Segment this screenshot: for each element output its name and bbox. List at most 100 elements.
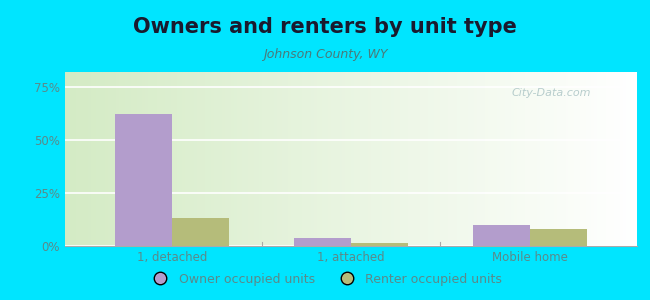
Bar — [325, 72, 328, 246]
Bar — [594, 72, 597, 246]
Bar — [525, 72, 528, 246]
Bar — [268, 72, 271, 246]
Bar — [116, 72, 120, 246]
Bar — [528, 72, 531, 246]
Bar — [425, 72, 428, 246]
Bar — [188, 72, 191, 246]
Bar — [122, 72, 125, 246]
Bar — [563, 72, 566, 246]
Bar — [211, 72, 214, 246]
Bar — [339, 72, 343, 246]
Bar — [280, 72, 282, 246]
Bar — [257, 72, 259, 246]
Bar — [300, 72, 302, 246]
Bar — [377, 72, 380, 246]
Bar — [114, 72, 116, 246]
Bar — [231, 72, 234, 246]
Bar — [629, 72, 631, 246]
Bar — [623, 72, 625, 246]
Bar — [491, 72, 494, 246]
Bar — [414, 72, 417, 246]
Bar — [277, 72, 280, 246]
Bar — [534, 72, 537, 246]
Bar — [179, 72, 182, 246]
Bar — [308, 72, 311, 246]
Bar — [608, 72, 611, 246]
Bar — [617, 72, 620, 246]
Bar — [222, 72, 225, 246]
Bar — [454, 72, 457, 246]
Bar — [351, 72, 354, 246]
Bar — [511, 72, 514, 246]
Bar — [486, 72, 488, 246]
Bar — [443, 72, 445, 246]
Bar — [545, 72, 549, 246]
Bar — [549, 72, 551, 246]
Bar — [574, 72, 577, 246]
Bar — [139, 72, 142, 246]
Bar — [411, 72, 414, 246]
Bar — [245, 72, 248, 246]
Bar — [237, 72, 239, 246]
Bar — [96, 72, 99, 246]
Bar — [351, 243, 408, 246]
Bar — [71, 72, 73, 246]
Bar — [79, 72, 82, 246]
Bar — [488, 72, 491, 246]
Bar — [497, 72, 500, 246]
Bar — [600, 72, 603, 246]
Bar — [115, 114, 172, 246]
Bar — [606, 72, 608, 246]
Bar — [320, 72, 322, 246]
Bar — [271, 72, 274, 246]
Bar — [439, 72, 443, 246]
Bar — [500, 72, 502, 246]
Bar — [162, 72, 165, 246]
Bar — [568, 72, 571, 246]
Bar — [65, 72, 68, 246]
Bar — [191, 72, 194, 246]
Bar — [157, 72, 159, 246]
Bar — [365, 72, 368, 246]
Bar — [142, 72, 145, 246]
Bar — [551, 72, 554, 246]
Bar — [368, 72, 371, 246]
Text: City-Data.com: City-Data.com — [511, 88, 591, 98]
Bar — [474, 72, 477, 246]
Text: Owners and renters by unit type: Owners and renters by unit type — [133, 17, 517, 37]
Bar — [128, 72, 131, 246]
Bar — [388, 72, 391, 246]
Bar — [105, 72, 108, 246]
Bar — [566, 72, 568, 246]
Bar — [234, 72, 237, 246]
Bar — [582, 72, 586, 246]
Bar — [125, 72, 128, 246]
Bar — [588, 72, 592, 246]
Bar — [68, 72, 71, 246]
Bar — [296, 72, 300, 246]
Bar — [145, 72, 148, 246]
Bar — [543, 72, 545, 246]
Bar — [88, 72, 91, 246]
Bar — [151, 72, 153, 246]
Bar — [494, 72, 497, 246]
Bar — [202, 72, 205, 246]
Bar — [631, 72, 634, 246]
Bar — [208, 72, 211, 246]
Bar — [177, 72, 179, 246]
Bar — [611, 72, 614, 246]
Bar — [334, 72, 337, 246]
Bar — [174, 72, 177, 246]
Bar — [102, 72, 105, 246]
Bar — [508, 72, 511, 246]
Bar — [136, 72, 139, 246]
Bar — [153, 72, 157, 246]
Bar — [428, 72, 431, 246]
Bar — [502, 72, 506, 246]
Bar — [248, 72, 251, 246]
Bar — [91, 72, 94, 246]
Bar — [634, 72, 637, 246]
Bar — [172, 218, 229, 246]
Bar — [242, 72, 245, 246]
Bar — [586, 72, 588, 246]
